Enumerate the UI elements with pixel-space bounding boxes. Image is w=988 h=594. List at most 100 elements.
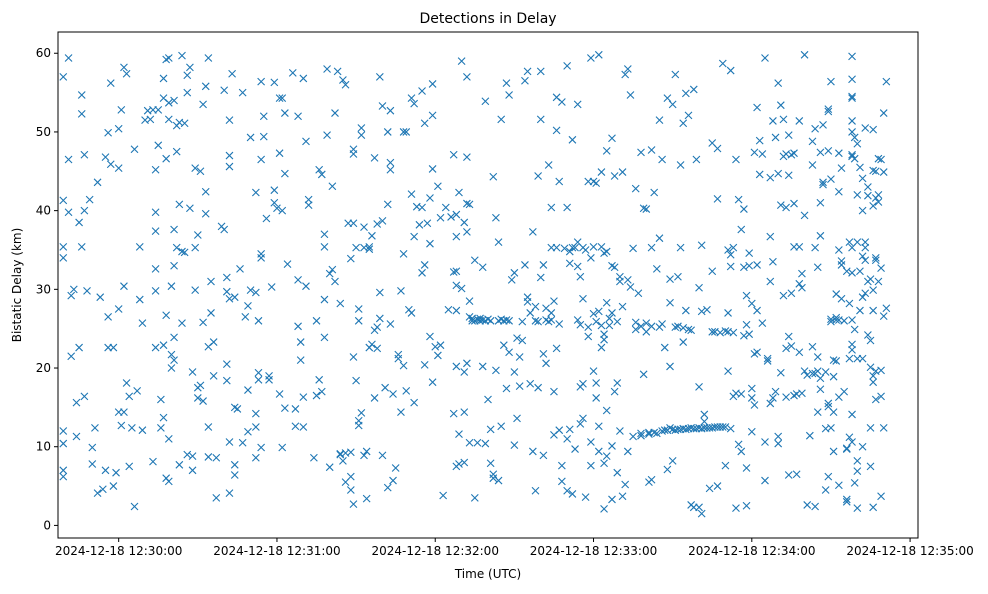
data-point [795,348,804,357]
data-point [470,256,479,265]
data-point [280,404,289,413]
data-point [832,357,841,365]
data-point [225,162,234,171]
data-point [805,431,814,440]
data-point [244,301,252,310]
data-point [528,447,537,456]
data-point [375,288,384,297]
data-point [170,96,178,105]
data-point [695,283,703,292]
data-point [162,311,171,320]
data-point [204,453,213,461]
data-point [708,327,717,336]
data-point [766,173,775,182]
data-point [230,471,239,479]
data-point [130,502,139,511]
data-point [550,387,558,396]
data-point [291,405,300,413]
data-point [597,321,606,330]
data-point [782,203,790,212]
data-point [199,397,207,405]
data-point [811,124,820,133]
data-point [647,322,656,331]
data-point [436,341,445,350]
data-point [117,421,126,430]
data-point [502,384,511,393]
data-point [138,426,147,435]
x-tick-label: 2024-12-18 12:32:00 [372,544,499,558]
data-point [737,225,746,234]
data-point [259,132,268,141]
data-point [357,408,366,417]
data-point [576,420,585,428]
data-point [769,117,777,125]
data-point [349,219,358,228]
data-point [323,65,331,73]
data-point [265,375,273,384]
data-point [613,379,622,387]
data-point [745,249,754,258]
data-point [563,61,572,70]
data-point [716,328,725,337]
data-point [842,444,851,453]
data-point [294,322,302,331]
data-point [120,63,128,72]
data-point [463,72,471,81]
data-point [579,414,587,423]
data-point [164,434,173,443]
data-point [328,182,337,191]
data-point [700,417,709,426]
data-point [278,443,287,452]
data-point [834,149,843,158]
x-tick-label: 2024-12-18 12:34:00 [688,544,815,558]
data-point [484,395,492,404]
data-point [679,119,688,128]
data-point [861,289,870,298]
data-point [513,334,521,343]
data-point [798,269,806,278]
data-point [705,484,714,493]
data-point [724,246,732,254]
data-point [774,439,783,448]
data-point [753,348,761,357]
data-point [426,194,434,202]
data-point [365,245,374,254]
data-point [151,343,160,352]
data-point [420,360,429,369]
data-point [840,316,849,325]
data-point [233,405,242,413]
data-point [555,177,564,186]
data-point [700,410,709,419]
data-point [605,314,614,323]
data-point [871,167,880,176]
data-point [689,85,698,94]
data-point [122,69,131,78]
data-point [655,234,664,243]
data-point [605,321,614,330]
data-point [557,98,566,106]
data-point [423,219,432,228]
data-point [631,325,640,334]
data-point [600,335,608,344]
data-point [360,451,368,460]
data-point [779,291,788,300]
data-point [452,232,461,241]
data-point [755,136,764,145]
data-point [726,424,735,433]
data-point [170,225,178,234]
data-point [389,390,397,398]
data-point [813,353,822,361]
data-point [750,401,759,409]
data-point [608,134,616,143]
data-point [618,302,627,311]
data-point [172,243,181,252]
data-point [565,259,574,268]
data-point [547,316,556,324]
data-point [608,309,616,317]
data-point [629,244,637,253]
data-point [660,343,669,352]
data-point [536,273,545,282]
data-point [457,284,466,293]
data-point [774,432,783,441]
data-point [370,154,379,162]
